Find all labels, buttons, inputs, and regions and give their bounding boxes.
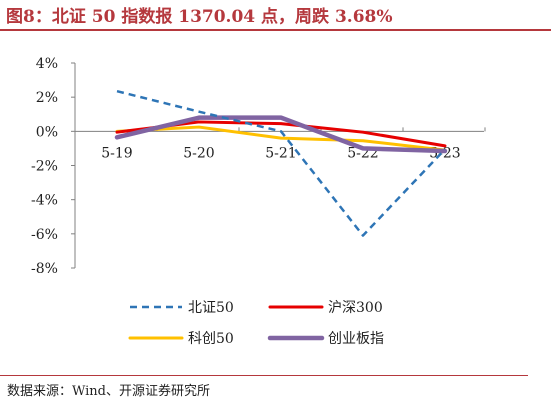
y-tick-label: -6% [31, 227, 58, 243]
y-tick-label: -4% [31, 193, 58, 209]
y-tick-label: 2% [36, 90, 58, 106]
y-tick-label: 0% [36, 124, 58, 140]
source-note: 数据来源：Wind、开源证券研究所 [7, 384, 210, 399]
legend: 北证50 沪深300 科创50 创业板指 [128, 300, 384, 347]
series-line-0 [116, 89, 446, 237]
y-tick-label: -8% [31, 261, 58, 277]
chart-axes [74, 63, 484, 268]
title-rule [0, 29, 551, 31]
series-lines [114, 89, 448, 237]
legend-label-3: 创业板指 [328, 331, 384, 347]
y-axis-ticks: 4% 2% 0% -2% -4% -6% -8% [31, 56, 75, 277]
series-line-2 [115, 125, 447, 152]
legend-label-1: 沪深300 [328, 300, 383, 316]
series-line-3 [114, 115, 448, 154]
y-tick-label: 4% [36, 56, 58, 72]
x-tick-label: 5-21 [265, 145, 296, 161]
x-tick-label: 5-19 [101, 145, 132, 161]
figure-title: 图8：北证 50 指数报 1370.04 点，周跌 3.68% [6, 7, 393, 27]
legend-label-0: 北证50 [188, 300, 234, 316]
y-tick-label: -2% [31, 159, 58, 175]
x-tick-label: 5-20 [183, 145, 214, 161]
legend-label-2: 科创50 [188, 331, 234, 347]
footer-rule [0, 375, 528, 376]
